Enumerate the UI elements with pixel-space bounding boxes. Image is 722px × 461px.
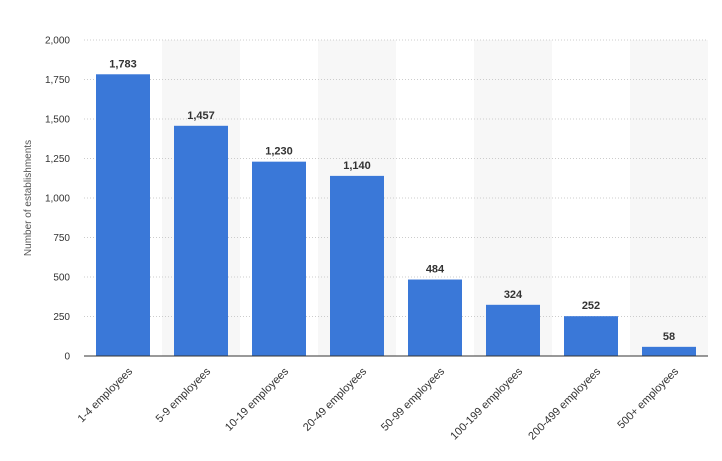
data-label: 1,140	[343, 160, 371, 172]
data-label: 1,230	[265, 146, 293, 158]
bar	[252, 161, 306, 356]
bars	[96, 74, 696, 356]
x-tick-label: 5-9 employees	[154, 365, 214, 425]
data-label: 252	[582, 300, 600, 312]
bar	[174, 125, 228, 356]
y-tick-label: 1,500	[45, 115, 70, 126]
bar	[96, 74, 150, 356]
y-tick-label: 1,250	[45, 154, 70, 165]
data-label: 1,783	[109, 58, 137, 70]
y-axis-title: Number of establishments	[23, 140, 34, 256]
y-axis-tick-labels: 0 250 500 750 1,000 1,250 1,500 1,750 2,000	[45, 36, 70, 363]
x-tick-label: 100-199 employees	[448, 365, 525, 442]
x-tick-label: 500+ employees	[615, 365, 681, 431]
x-tick-label: 1-4 employees	[76, 365, 136, 425]
x-tick-label: 50-99 employees	[379, 365, 448, 434]
bar	[486, 304, 540, 356]
bar	[564, 316, 618, 356]
y-tick-label: 500	[53, 273, 70, 284]
x-tick-label: 200-499 employees	[526, 365, 603, 442]
y-tick-label: 2,000	[45, 36, 70, 47]
y-tick-label: 250	[53, 312, 70, 323]
y-tick-label: 750	[53, 233, 70, 244]
x-tick-label: 20-49 employees	[301, 365, 370, 434]
data-label: 324	[504, 289, 523, 301]
bar	[330, 175, 384, 356]
bar	[642, 346, 696, 356]
data-label: 58	[663, 331, 675, 343]
y-tick-label: 0	[64, 352, 70, 363]
x-axis-category-labels: 1-4 employees 5-9 employees 10-19 employee…	[76, 365, 682, 442]
data-label: 484	[426, 264, 445, 276]
bar	[408, 279, 462, 356]
data-labels: 1,783 1,457 1,230 1,140 484 324 252 58	[109, 58, 675, 343]
x-tick-label: 10-19 employees	[223, 365, 292, 434]
data-label: 1,457	[187, 110, 215, 122]
y-tick-label: 1,000	[45, 194, 70, 205]
y-tick-label: 1,750	[45, 75, 70, 86]
